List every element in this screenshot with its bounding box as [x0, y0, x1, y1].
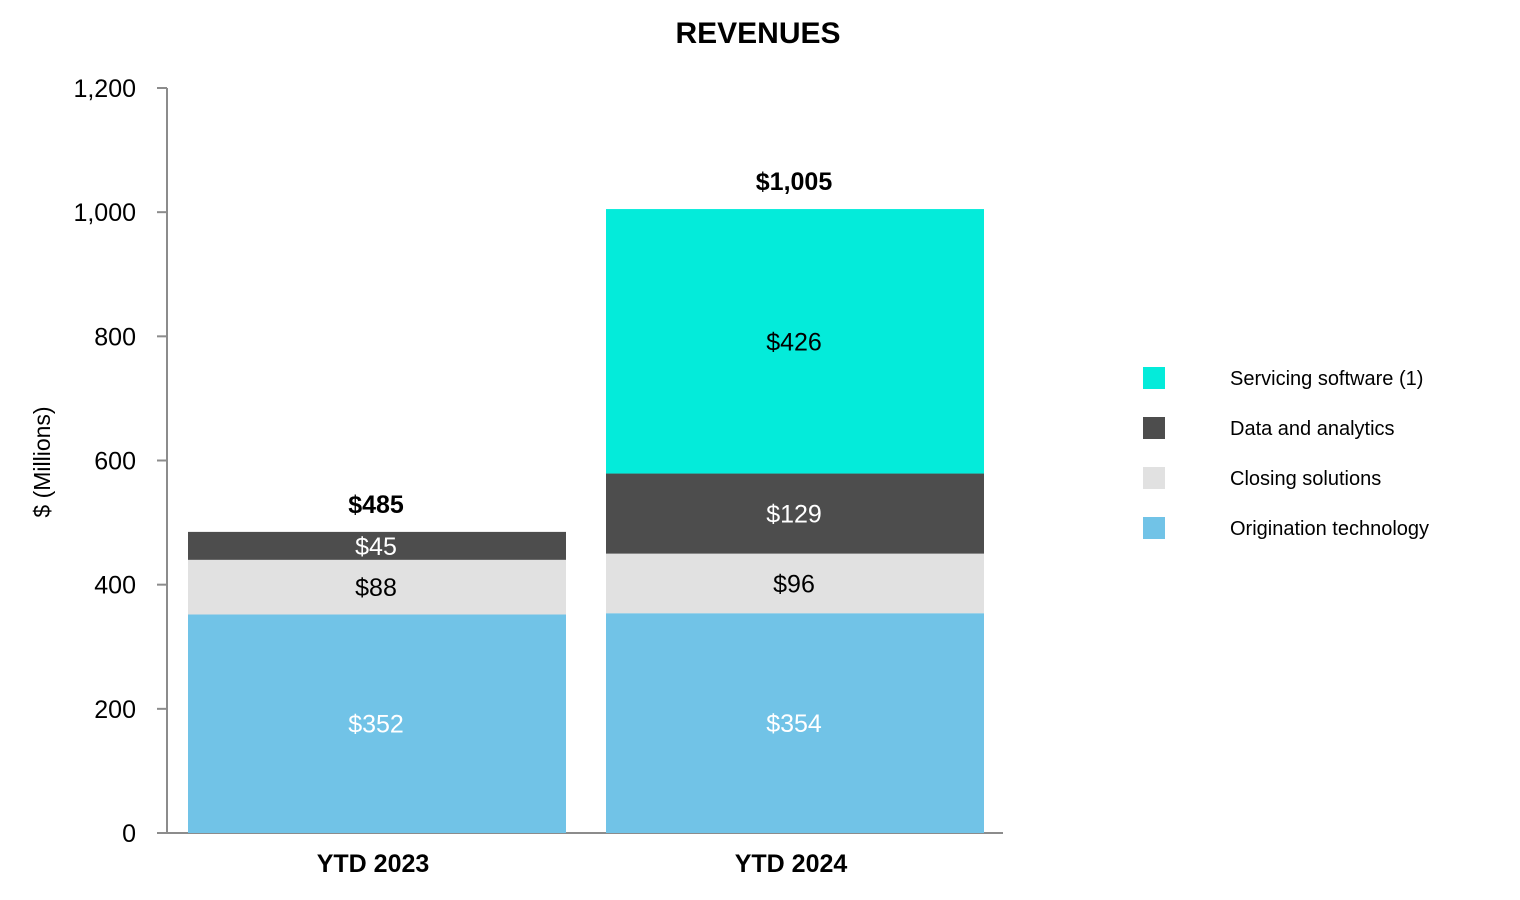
y-tick-label: 400 — [94, 572, 136, 600]
data-labels: $352 $88 $45 $485 $354 $96 $129 $426 $1,005 — [348, 168, 832, 739]
legend-label: Origination technology — [1230, 518, 1429, 540]
segment-value-label: $88 — [355, 574, 397, 602]
legend-swatch — [1143, 467, 1165, 489]
x-tick-label: YTD 2023 — [317, 850, 430, 878]
segment-value-label: $45 — [355, 533, 397, 561]
bar-segment — [606, 613, 984, 833]
bar-segment — [188, 614, 566, 833]
legend-swatch — [1143, 417, 1165, 439]
axes: 0 200 400 600 800 1,000 1,200 YTD 2023 YTD 2024 — [73, 75, 1003, 878]
chart-title: REVENUES — [675, 17, 840, 50]
segment-value-label: $96 — [773, 570, 815, 598]
bar-segment — [606, 473, 984, 554]
y-tick-label: 0 — [122, 820, 136, 848]
y-tick-label: 1,000 — [73, 199, 136, 227]
bar-segment — [188, 531, 566, 560]
y-tick-label: 1,200 — [73, 75, 136, 103]
y-axis-label: $ (Millions) — [29, 406, 55, 517]
bars — [188, 209, 984, 833]
bar-segment — [606, 553, 984, 614]
legend-label: Closing solutions — [1230, 468, 1381, 490]
y-tick-label: 200 — [94, 696, 136, 724]
y-tick-label: 600 — [94, 448, 136, 476]
legend-label: Data and analytics — [1230, 418, 1395, 440]
legend-swatch — [1143, 367, 1165, 389]
total-value-label: $1,005 — [756, 168, 833, 196]
legend-label: Servicing software (1) — [1230, 368, 1423, 390]
segment-value-label: $426 — [766, 328, 822, 356]
segment-value-label: $354 — [766, 710, 822, 738]
segment-value-label: $352 — [348, 711, 404, 739]
legend: Servicing software (1) Data and analytics… — [1143, 367, 1429, 540]
bar-segment — [606, 209, 984, 474]
x-tick-label: YTD 2024 — [735, 850, 848, 878]
y-tick-label: 800 — [94, 323, 136, 351]
total-value-label: $485 — [348, 491, 404, 519]
legend-swatch — [1143, 517, 1165, 539]
segment-value-label: $129 — [766, 501, 822, 529]
bar-segment — [188, 559, 566, 615]
